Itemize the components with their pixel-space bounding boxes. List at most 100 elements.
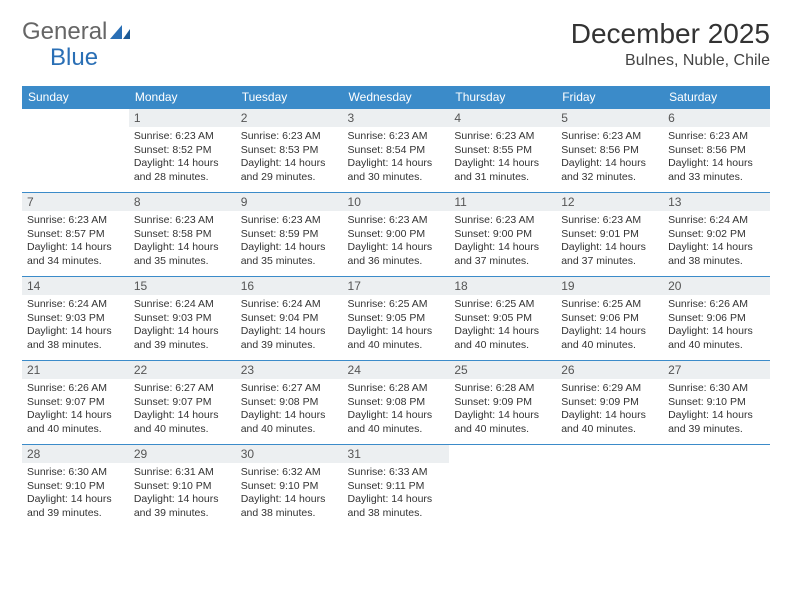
month-title: December 2025: [571, 18, 770, 50]
calendar-cell: 26Sunrise: 6:29 AMSunset: 9:09 PMDayligh…: [556, 361, 663, 445]
day-header: Saturday: [663, 86, 770, 109]
day-detail: Sunrise: 6:29 AMSunset: 9:09 PMDaylight:…: [556, 379, 663, 441]
day-number: 27: [663, 361, 770, 379]
day-number: 4: [449, 109, 556, 127]
day-detail: Sunrise: 6:25 AMSunset: 9:05 PMDaylight:…: [449, 295, 556, 357]
day-number: 11: [449, 193, 556, 211]
calendar-cell: 29Sunrise: 6:31 AMSunset: 9:10 PMDayligh…: [129, 445, 236, 529]
day-number: 17: [343, 277, 450, 295]
day-detail: Sunrise: 6:23 AMSunset: 9:01 PMDaylight:…: [556, 211, 663, 273]
day-detail: Sunrise: 6:23 AMSunset: 8:54 PMDaylight:…: [343, 127, 450, 189]
calendar-cell: 9Sunrise: 6:23 AMSunset: 8:59 PMDaylight…: [236, 193, 343, 277]
day-number: 8: [129, 193, 236, 211]
day-detail: Sunrise: 6:24 AMSunset: 9:02 PMDaylight:…: [663, 211, 770, 273]
calendar-cell: 30Sunrise: 6:32 AMSunset: 9:10 PMDayligh…: [236, 445, 343, 529]
day-header: Monday: [129, 86, 236, 109]
day-detail: Sunrise: 6:25 AMSunset: 9:06 PMDaylight:…: [556, 295, 663, 357]
day-number: 18: [449, 277, 556, 295]
day-detail: Sunrise: 6:26 AMSunset: 9:06 PMDaylight:…: [663, 295, 770, 357]
calendar-cell: 7Sunrise: 6:23 AMSunset: 8:57 PMDaylight…: [22, 193, 129, 277]
day-number: 22: [129, 361, 236, 379]
day-detail: Sunrise: 6:23 AMSunset: 9:00 PMDaylight:…: [449, 211, 556, 273]
calendar-cell: 5Sunrise: 6:23 AMSunset: 8:56 PMDaylight…: [556, 109, 663, 193]
day-number: 9: [236, 193, 343, 211]
day-detail: Sunrise: 6:28 AMSunset: 9:09 PMDaylight:…: [449, 379, 556, 441]
day-number: 24: [343, 361, 450, 379]
calendar-cell: 4Sunrise: 6:23 AMSunset: 8:55 PMDaylight…: [449, 109, 556, 193]
location: Bulnes, Nuble, Chile: [571, 52, 770, 70]
brand-part2: Blue: [50, 44, 98, 71]
day-number: 14: [22, 277, 129, 295]
brand-part1: General: [22, 18, 107, 46]
day-detail: Sunrise: 6:32 AMSunset: 9:10 PMDaylight:…: [236, 463, 343, 525]
calendar-cell: 8Sunrise: 6:23 AMSunset: 8:58 PMDaylight…: [129, 193, 236, 277]
calendar-week: 7Sunrise: 6:23 AMSunset: 8:57 PMDaylight…: [22, 193, 770, 277]
calendar-cell: 22Sunrise: 6:27 AMSunset: 9:07 PMDayligh…: [129, 361, 236, 445]
day-detail: Sunrise: 6:23 AMSunset: 8:53 PMDaylight:…: [236, 127, 343, 189]
day-number: 16: [236, 277, 343, 295]
brand-logo: General: [22, 18, 132, 46]
calendar-cell: 17Sunrise: 6:25 AMSunset: 9:05 PMDayligh…: [343, 277, 450, 361]
calendar-cell: 25Sunrise: 6:28 AMSunset: 9:09 PMDayligh…: [449, 361, 556, 445]
day-detail: Sunrise: 6:24 AMSunset: 9:04 PMDaylight:…: [236, 295, 343, 357]
calendar-body: 1Sunrise: 6:23 AMSunset: 8:52 PMDaylight…: [22, 109, 770, 529]
calendar-cell: 21Sunrise: 6:26 AMSunset: 9:07 PMDayligh…: [22, 361, 129, 445]
calendar-cell: 27Sunrise: 6:30 AMSunset: 9:10 PMDayligh…: [663, 361, 770, 445]
day-detail: Sunrise: 6:23 AMSunset: 8:55 PMDaylight:…: [449, 127, 556, 189]
calendar-cell: [22, 109, 129, 193]
day-detail: Sunrise: 6:23 AMSunset: 8:56 PMDaylight:…: [663, 127, 770, 189]
calendar-week: 21Sunrise: 6:26 AMSunset: 9:07 PMDayligh…: [22, 361, 770, 445]
calendar-cell: 3Sunrise: 6:23 AMSunset: 8:54 PMDaylight…: [343, 109, 450, 193]
day-number: 31: [343, 445, 450, 463]
day-number: 3: [343, 109, 450, 127]
day-header: Tuesday: [236, 86, 343, 109]
calendar-cell: [556, 445, 663, 529]
day-number: 6: [663, 109, 770, 127]
day-detail: Sunrise: 6:27 AMSunset: 9:08 PMDaylight:…: [236, 379, 343, 441]
calendar-cell: 28Sunrise: 6:30 AMSunset: 9:10 PMDayligh…: [22, 445, 129, 529]
calendar-cell: 10Sunrise: 6:23 AMSunset: 9:00 PMDayligh…: [343, 193, 450, 277]
calendar-cell: 6Sunrise: 6:23 AMSunset: 8:56 PMDaylight…: [663, 109, 770, 193]
day-number: 23: [236, 361, 343, 379]
day-detail: Sunrise: 6:24 AMSunset: 9:03 PMDaylight:…: [129, 295, 236, 357]
calendar-cell: 19Sunrise: 6:25 AMSunset: 9:06 PMDayligh…: [556, 277, 663, 361]
day-number: 30: [236, 445, 343, 463]
day-number: 13: [663, 193, 770, 211]
sail-icon: [110, 25, 130, 39]
day-detail: Sunrise: 6:23 AMSunset: 8:52 PMDaylight:…: [129, 127, 236, 189]
calendar-cell: 1Sunrise: 6:23 AMSunset: 8:52 PMDaylight…: [129, 109, 236, 193]
calendar-cell: 14Sunrise: 6:24 AMSunset: 9:03 PMDayligh…: [22, 277, 129, 361]
day-number: 7: [22, 193, 129, 211]
day-number: 26: [556, 361, 663, 379]
calendar-cell: 18Sunrise: 6:25 AMSunset: 9:05 PMDayligh…: [449, 277, 556, 361]
day-detail: Sunrise: 6:23 AMSunset: 8:56 PMDaylight:…: [556, 127, 663, 189]
calendar-cell: 12Sunrise: 6:23 AMSunset: 9:01 PMDayligh…: [556, 193, 663, 277]
calendar-cell: 20Sunrise: 6:26 AMSunset: 9:06 PMDayligh…: [663, 277, 770, 361]
day-number: 5: [556, 109, 663, 127]
calendar-cell: 15Sunrise: 6:24 AMSunset: 9:03 PMDayligh…: [129, 277, 236, 361]
day-detail: Sunrise: 6:33 AMSunset: 9:11 PMDaylight:…: [343, 463, 450, 525]
calendar-cell: 24Sunrise: 6:28 AMSunset: 9:08 PMDayligh…: [343, 361, 450, 445]
calendar-cell: [663, 445, 770, 529]
calendar-week: 28Sunrise: 6:30 AMSunset: 9:10 PMDayligh…: [22, 445, 770, 529]
calendar-cell: 23Sunrise: 6:27 AMSunset: 9:08 PMDayligh…: [236, 361, 343, 445]
day-number: 28: [22, 445, 129, 463]
day-detail: Sunrise: 6:30 AMSunset: 9:10 PMDaylight:…: [663, 379, 770, 441]
calendar-week: 1Sunrise: 6:23 AMSunset: 8:52 PMDaylight…: [22, 109, 770, 193]
day-number: 12: [556, 193, 663, 211]
day-number: 15: [129, 277, 236, 295]
day-detail: Sunrise: 6:23 AMSunset: 9:00 PMDaylight:…: [343, 211, 450, 273]
calendar-cell: 2Sunrise: 6:23 AMSunset: 8:53 PMDaylight…: [236, 109, 343, 193]
day-number: 29: [129, 445, 236, 463]
day-number: 25: [449, 361, 556, 379]
calendar-cell: 31Sunrise: 6:33 AMSunset: 9:11 PMDayligh…: [343, 445, 450, 529]
calendar-cell: 13Sunrise: 6:24 AMSunset: 9:02 PMDayligh…: [663, 193, 770, 277]
day-detail: Sunrise: 6:31 AMSunset: 9:10 PMDaylight:…: [129, 463, 236, 525]
day-detail: Sunrise: 6:24 AMSunset: 9:03 PMDaylight:…: [22, 295, 129, 357]
calendar-cell: 11Sunrise: 6:23 AMSunset: 9:00 PMDayligh…: [449, 193, 556, 277]
day-number: 21: [22, 361, 129, 379]
day-detail: Sunrise: 6:28 AMSunset: 9:08 PMDaylight:…: [343, 379, 450, 441]
calendar-week: 14Sunrise: 6:24 AMSunset: 9:03 PMDayligh…: [22, 277, 770, 361]
day-header: Thursday: [449, 86, 556, 109]
day-number: 2: [236, 109, 343, 127]
